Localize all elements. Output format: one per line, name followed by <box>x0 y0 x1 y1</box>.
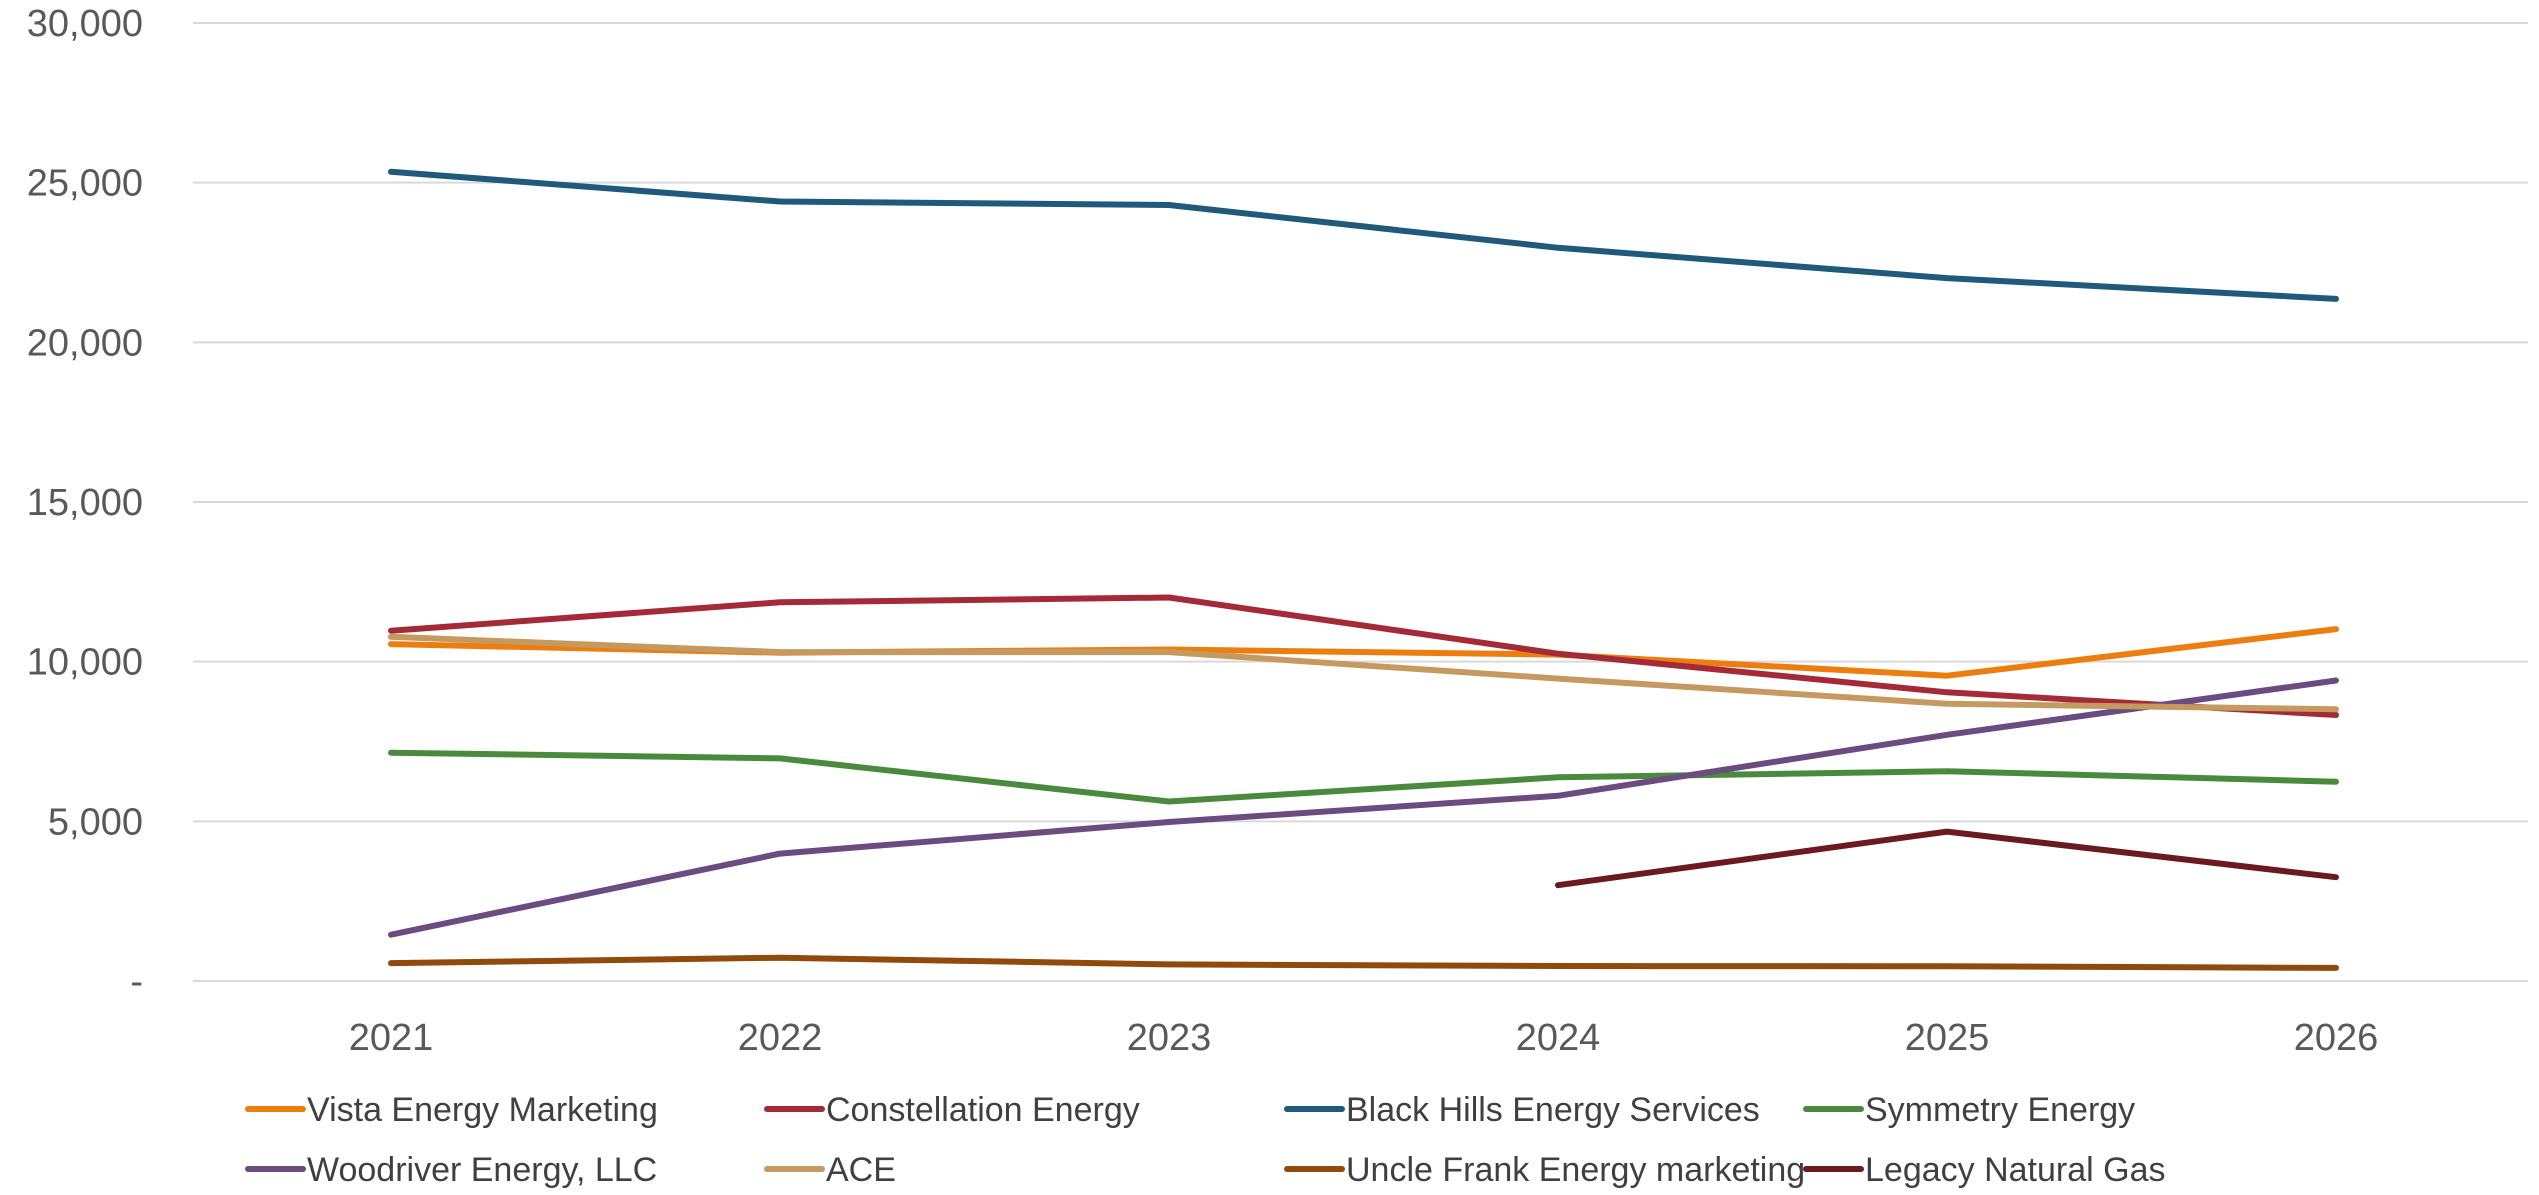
x-tick-label: 2022 <box>738 1017 823 1059</box>
legend-label: Woodriver Energy, LLC <box>307 1151 657 1189</box>
series-line-woodriver-energy-llc <box>388 677 2339 938</box>
y-tick-label: 25,000 <box>27 163 143 205</box>
series-line-vista-energy-marketing <box>388 626 2339 679</box>
series-line-uncle-frank-energy-marketing <box>388 954 2339 971</box>
series-lines <box>388 168 2339 971</box>
x-tick-label: 2025 <box>1905 1017 1990 1059</box>
x-tick-label: 2021 <box>349 1017 434 1059</box>
x-axis-tick-labels: 2021 2022 2023 2024 2025 2026 <box>349 1017 2379 1059</box>
x-tick-label: 2024 <box>1516 1017 1601 1059</box>
legend-item-vista-energy-marketing: Vista Energy Marketing <box>245 1091 658 1129</box>
legend-label: ACE <box>826 1151 896 1189</box>
y-tick-label: 5,000 <box>48 801 143 843</box>
legend-label: Constellation Energy <box>826 1091 1140 1129</box>
legend: Vista Energy Marketing Constellation Ener… <box>245 1091 2166 1189</box>
legend-item-constellation-energy: Constellation Energy <box>764 1091 1140 1129</box>
gridlines <box>193 22 2528 982</box>
series-line-symmetry-energy <box>388 749 2339 805</box>
series-line-black-hills-energy-services <box>388 168 2339 302</box>
legend-label: Black Hills Energy Services <box>1346 1091 1760 1129</box>
legend-label: Vista Energy Marketing <box>307 1091 658 1129</box>
y-axis-tick-labels: - 5,000 10,000 15,000 20,000 25,000 30,000 <box>27 3 143 1003</box>
legend-item-ace: ACE <box>764 1151 896 1189</box>
legend-item-symmetry-energy: Symmetry Energy <box>1803 1091 2135 1129</box>
x-tick-label: 2023 <box>1127 1017 1212 1059</box>
series-line-legacy-natural-gas <box>1555 828 2339 889</box>
legend-item-uncle-frank-energy-marketing: Uncle Frank Energy marketing <box>1284 1151 1805 1189</box>
legend-label: Legacy Natural Gas <box>1865 1151 2166 1189</box>
y-tick-label: - <box>130 961 143 1003</box>
series-line-ace <box>388 633 2339 713</box>
legend-item-black-hills-energy-services: Black Hills Energy Services <box>1284 1091 1760 1129</box>
y-tick-label: 10,000 <box>27 642 143 684</box>
legend-label: Symmetry Energy <box>1865 1091 2135 1129</box>
x-tick-label: 2026 <box>2294 1017 2379 1059</box>
y-tick-label: 30,000 <box>27 3 143 45</box>
legend-label: Uncle Frank Energy marketing <box>1346 1151 1805 1189</box>
y-tick-label: 15,000 <box>27 482 143 524</box>
legend-item-woodriver-energy-llc: Woodriver Energy, LLC <box>245 1151 657 1189</box>
y-tick-label: 20,000 <box>27 322 143 364</box>
legend-item-legacy-natural-gas: Legacy Natural Gas <box>1803 1151 2166 1189</box>
series-line-constellation-energy <box>388 594 2339 718</box>
